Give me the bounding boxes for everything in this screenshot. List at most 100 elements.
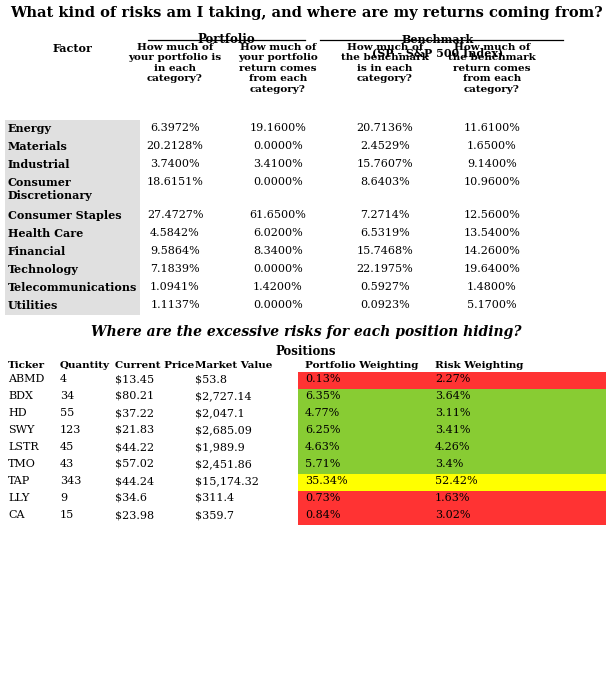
Bar — [5, 297, 140, 315]
Text: Health Care: Health Care — [8, 228, 83, 239]
Text: 7.2714%: 7.2714% — [360, 210, 410, 220]
Text: 6.5319%: 6.5319% — [360, 228, 410, 238]
Text: Portfolio: Portfolio — [197, 33, 255, 46]
Text: Materials: Materials — [8, 141, 68, 152]
Text: 6.25%: 6.25% — [305, 425, 340, 435]
Text: TMO: TMO — [8, 459, 36, 469]
Text: BDX: BDX — [8, 391, 33, 401]
Bar — [428, 372, 606, 389]
Text: 2.4529%: 2.4529% — [360, 141, 410, 151]
Text: 43: 43 — [60, 459, 74, 469]
Text: Where are the excessive risks for each position hiding?: Where are the excessive risks for each p… — [91, 325, 521, 339]
Bar — [5, 207, 140, 225]
Text: 10.9600%: 10.9600% — [463, 177, 520, 187]
Text: How much of
your portfolio is
in each
category?: How much of your portfolio is in each ca… — [129, 43, 222, 83]
Text: LSTR: LSTR — [8, 442, 39, 452]
Text: 1.4800%: 1.4800% — [467, 282, 517, 292]
Text: 3.02%: 3.02% — [435, 510, 471, 520]
Text: 0.73%: 0.73% — [305, 493, 340, 503]
Text: 2.27%: 2.27% — [435, 374, 471, 384]
Text: SWY: SWY — [8, 425, 34, 435]
Bar — [428, 389, 606, 406]
Text: $15,174.32: $15,174.32 — [195, 476, 259, 486]
Text: 27.4727%: 27.4727% — [147, 210, 203, 220]
Text: 45: 45 — [60, 442, 74, 452]
Text: Financial: Financial — [8, 246, 66, 257]
Bar — [5, 261, 140, 279]
Bar — [298, 389, 428, 406]
Text: 15: 15 — [60, 510, 74, 520]
Text: Telecommunications: Telecommunications — [8, 282, 137, 293]
Text: 19.1600%: 19.1600% — [250, 123, 307, 133]
Text: 61.6500%: 61.6500% — [250, 210, 307, 220]
Text: 3.4%: 3.4% — [435, 459, 463, 469]
Text: 5.1700%: 5.1700% — [467, 300, 517, 310]
Text: 22.1975%: 22.1975% — [357, 264, 413, 274]
Text: $2,047.1: $2,047.1 — [195, 408, 245, 418]
Bar — [298, 508, 428, 525]
Text: Consumer
Discretionary: Consumer Discretionary — [8, 177, 93, 201]
Text: $44.24: $44.24 — [115, 476, 154, 486]
Bar — [298, 372, 428, 389]
Text: 8.3400%: 8.3400% — [253, 246, 303, 256]
Text: 1.4200%: 1.4200% — [253, 282, 303, 292]
Bar — [5, 174, 140, 207]
Text: $53.8: $53.8 — [195, 374, 227, 384]
Text: 0.84%: 0.84% — [305, 510, 340, 520]
Text: $2,685.09: $2,685.09 — [195, 425, 252, 435]
Text: 1.1137%: 1.1137% — [150, 300, 200, 310]
Text: 123: 123 — [60, 425, 81, 435]
Text: 9.5864%: 9.5864% — [150, 246, 200, 256]
Bar — [298, 440, 428, 457]
Text: Technology: Technology — [8, 264, 79, 275]
Text: Benchmark
(SP - S&P 500 Index): Benchmark (SP - S&P 500 Index) — [373, 34, 504, 58]
Bar — [298, 423, 428, 440]
Text: 4.5842%: 4.5842% — [150, 228, 200, 238]
Bar — [428, 440, 606, 457]
Bar — [5, 156, 140, 174]
Text: $44.22: $44.22 — [115, 442, 154, 452]
Text: Risk Weighting: Risk Weighting — [435, 361, 523, 370]
Bar — [5, 243, 140, 261]
Text: How much of
the benchmark
return comes
from each
category?: How much of the benchmark return comes f… — [448, 43, 536, 94]
Text: 5.71%: 5.71% — [305, 459, 340, 469]
Text: Factor: Factor — [52, 43, 92, 54]
Text: 0.0000%: 0.0000% — [253, 264, 303, 274]
Text: 6.35%: 6.35% — [305, 391, 340, 401]
Text: $37.22: $37.22 — [115, 408, 154, 418]
Text: 1.6500%: 1.6500% — [467, 141, 517, 151]
Bar — [428, 508, 606, 525]
Text: CA: CA — [8, 510, 24, 520]
Text: $1,989.9: $1,989.9 — [195, 442, 245, 452]
Text: 6.3972%: 6.3972% — [150, 123, 200, 133]
Text: 0.0000%: 0.0000% — [253, 177, 303, 187]
Bar — [298, 406, 428, 423]
Text: 4.26%: 4.26% — [435, 442, 471, 452]
Text: 4.63%: 4.63% — [305, 442, 340, 452]
Text: $359.7: $359.7 — [195, 510, 234, 520]
Text: 9: 9 — [60, 493, 67, 503]
Text: 34: 34 — [60, 391, 74, 401]
Text: LLY: LLY — [8, 493, 29, 503]
Text: 19.6400%: 19.6400% — [463, 264, 520, 274]
Text: 0.0923%: 0.0923% — [360, 300, 410, 310]
Text: How much of
your portfolio
return comes
from each
category?: How much of your portfolio return comes … — [238, 43, 318, 94]
Text: Portfolio Weighting: Portfolio Weighting — [305, 361, 419, 370]
Text: $57.02: $57.02 — [115, 459, 154, 469]
Text: 4: 4 — [60, 374, 67, 384]
Text: $2,451.86: $2,451.86 — [195, 459, 252, 469]
Text: 1.0941%: 1.0941% — [150, 282, 200, 292]
Text: 3.4100%: 3.4100% — [253, 159, 303, 169]
Bar — [5, 225, 140, 243]
Text: 0.13%: 0.13% — [305, 374, 340, 384]
Text: What kind of risks am I taking, and where are my returns coming from?: What kind of risks am I taking, and wher… — [10, 6, 602, 20]
Text: 14.2600%: 14.2600% — [463, 246, 520, 256]
Text: 7.1839%: 7.1839% — [150, 264, 200, 274]
Text: Ticker: Ticker — [8, 361, 45, 370]
Text: $21.83: $21.83 — [115, 425, 154, 435]
Text: 35.34%: 35.34% — [305, 476, 348, 486]
Bar — [428, 423, 606, 440]
Bar — [5, 138, 140, 156]
Text: 13.5400%: 13.5400% — [463, 228, 520, 238]
Text: 0.0000%: 0.0000% — [253, 300, 303, 310]
